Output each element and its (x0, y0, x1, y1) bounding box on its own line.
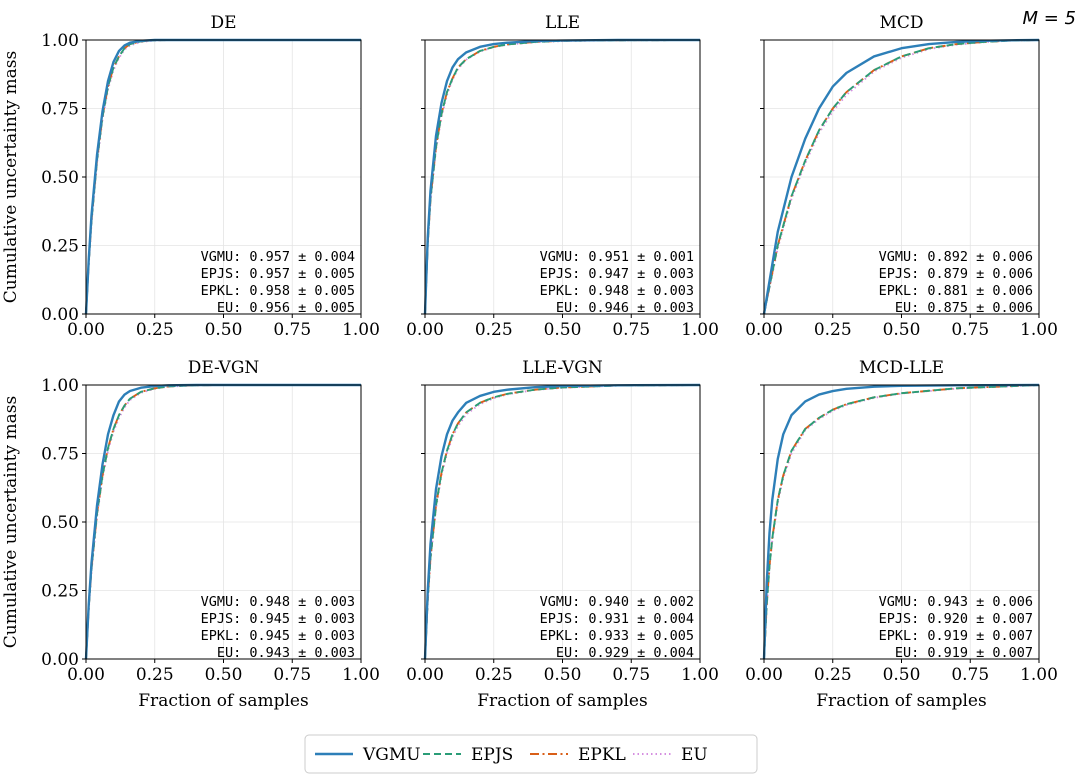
subplot-title: LLE-VGN (522, 358, 603, 378)
subplot-de: 0.00 0.25 0.50 0.75 1.00 0.00 0.25 0.50 0.75 1.00… (1, 13, 380, 340)
subplot-mcd-lle: 0.00 0.25 0.50 0.75 1.00 MCD-LLE Fraction of s… (745, 358, 1058, 711)
x-tick-label: 1.00 (681, 665, 719, 685)
y-tick-label: 0.00 (41, 650, 79, 670)
annotation-vgmu: VGMU: 0.948 ± 0.003 (201, 594, 355, 610)
legend-label-epjs: EPJS (471, 745, 513, 765)
x-tick-label: 0.00 (745, 320, 783, 340)
annotation-epkl: EPKL: 0.933 ± 0.005 (540, 628, 694, 644)
x-tick-label: 0.75 (273, 665, 311, 685)
x-tick-label: 0.50 (205, 320, 243, 340)
x-tick-label: 0.00 (67, 665, 105, 685)
annotation-eu: EU: 0.956 ± 0.005 (217, 300, 355, 316)
annotation-eu: EU: 0.943 ± 0.003 (217, 645, 355, 661)
series-line-eu (424, 384, 701, 660)
x-tick-label: 0.25 (475, 320, 513, 340)
subplot-title: LLE (545, 13, 580, 33)
annotation-eu: EU: 0.919 ± 0.007 (895, 645, 1033, 661)
x-tick-label: 0.25 (475, 665, 513, 685)
x-tick-label: 0.75 (951, 665, 989, 685)
annotation-epjs: EPJS: 0.947 ± 0.003 (540, 266, 694, 282)
x-tick-label: 1.00 (342, 665, 380, 685)
series-line-vgmu (762, 38, 1040, 315)
annotation-vgmu: VGMU: 0.940 ± 0.002 (540, 594, 694, 610)
series-line-vgmu (423, 383, 701, 660)
x-tick-label: 0.75 (273, 320, 311, 340)
y-tick-label: 0.50 (41, 513, 79, 533)
x-tick-label: 0.00 (67, 320, 105, 340)
y-tick-label: 0.00 (41, 305, 79, 325)
y-tick-label: 0.25 (41, 582, 79, 602)
annotation-epjs: EPJS: 0.931 ± 0.004 (540, 611, 694, 627)
annotation-eu: EU: 0.929 ± 0.004 (556, 645, 694, 661)
annotation-eu: EU: 0.946 ± 0.003 (556, 300, 694, 316)
y-tick-label: 0.50 (41, 168, 79, 188)
x-tick-label: 1.00 (681, 320, 719, 340)
y-tick-label: 0.25 (41, 237, 79, 257)
y-tick-label: 0.75 (41, 100, 79, 120)
x-tick-label: 0.25 (814, 665, 852, 685)
y-tick-label: 1.00 (41, 31, 79, 51)
y-axis-label: Cumulative uncertainty mass (1, 51, 21, 303)
x-tick-label: 1.00 (1020, 665, 1058, 685)
annotation-vgmu: VGMU: 0.892 ± 0.006 (879, 249, 1033, 265)
annotation-vgmu: VGMU: 0.951 ± 0.001 (540, 249, 694, 265)
annotation-epkl: EPKL: 0.958 ± 0.005 (201, 283, 355, 299)
x-tick-label: 0.50 (544, 665, 582, 685)
x-tick-label: 1.00 (342, 320, 380, 340)
annotation-epkl: EPKL: 0.948 ± 0.003 (540, 283, 694, 299)
annotation-vgmu: VGMU: 0.957 ± 0.004 (201, 249, 355, 265)
subplot-lle: 0.00 0.25 0.50 0.75 1.00 LLE VGMU: 0.951 ± 0.0… (406, 13, 719, 340)
subplot-title: DE-VGN (188, 358, 260, 378)
subplot-lle-vgn: 0.00 0.25 0.50 0.75 1.00 LLE-VGN Fraction of s… (406, 358, 719, 711)
y-tick-label: 1.00 (41, 376, 79, 396)
x-tick-label: 0.00 (406, 320, 444, 340)
x-tick-label: 1.00 (1020, 320, 1058, 340)
x-tick-label: 0.50 (544, 320, 582, 340)
x-tick-label: 0.75 (612, 320, 650, 340)
corner-label: M = 5 (1022, 8, 1076, 29)
annotation-epkl: EPKL: 0.919 ± 0.007 (879, 628, 1033, 644)
subplot-de-vgn: 0.00 0.25 0.50 0.75 1.00 0.00 0.25 0.50 0.75 1.00… (1, 358, 380, 711)
subplot-title: MCD (879, 13, 923, 33)
annotation-epkl: EPKL: 0.945 ± 0.003 (201, 628, 355, 644)
x-tick-label: 0.25 (814, 320, 852, 340)
x-axis-label: Fraction of samples (816, 691, 986, 711)
series-line-epkl (85, 384, 361, 660)
series-line-epjs (763, 384, 1040, 660)
subplot-title: DE (210, 13, 236, 33)
x-axis-label: Fraction of samples (477, 691, 647, 711)
annotation-epjs: EPJS: 0.920 ± 0.007 (879, 611, 1033, 627)
x-tick-label: 0.75 (951, 320, 989, 340)
x-tick-label: 0.50 (205, 665, 243, 685)
y-tick-label: 0.75 (41, 445, 79, 465)
series-line-vgmu (762, 383, 1040, 660)
subplot-title: MCD-LLE (859, 358, 944, 378)
annotation-eu: EU: 0.875 ± 0.006 (895, 300, 1033, 316)
y-axis-label: Cumulative uncertainty mass (1, 396, 21, 648)
legend-label-vgmu: VGMU (362, 745, 421, 765)
annotation-epjs: EPJS: 0.945 ± 0.003 (201, 611, 355, 627)
legend-label-epkl: EPKL (578, 745, 626, 765)
subplot-mcd: 0.00 0.25 0.50 0.75 1.00 MCD VGMU: 0.892 ± 0.0… (745, 13, 1058, 340)
annotation-epjs: EPJS: 0.957 ± 0.005 (201, 266, 355, 282)
x-tick-label: 0.00 (745, 665, 783, 685)
legend: VGMU EPJS EPKL EU (304, 734, 758, 774)
x-tick-label: 0.25 (136, 320, 174, 340)
legend-label-eu: EU (681, 745, 708, 765)
x-tick-label: 0.50 (883, 320, 921, 340)
x-tick-label: 0.00 (406, 665, 444, 685)
annotation-vgmu: VGMU: 0.943 ± 0.006 (879, 594, 1033, 610)
x-tick-label: 0.50 (883, 665, 921, 685)
series-line-epjs (424, 384, 701, 660)
annotation-epkl: EPKL: 0.881 ± 0.006 (879, 283, 1033, 299)
series-line-epjs (763, 39, 1040, 315)
series-line-vgmu (423, 38, 700, 315)
x-tick-label: 0.25 (136, 665, 174, 685)
x-tick-label: 0.75 (612, 665, 650, 685)
x-axis-label: Fraction of samples (138, 691, 308, 711)
annotation-epjs: EPJS: 0.879 ± 0.006 (879, 266, 1033, 282)
